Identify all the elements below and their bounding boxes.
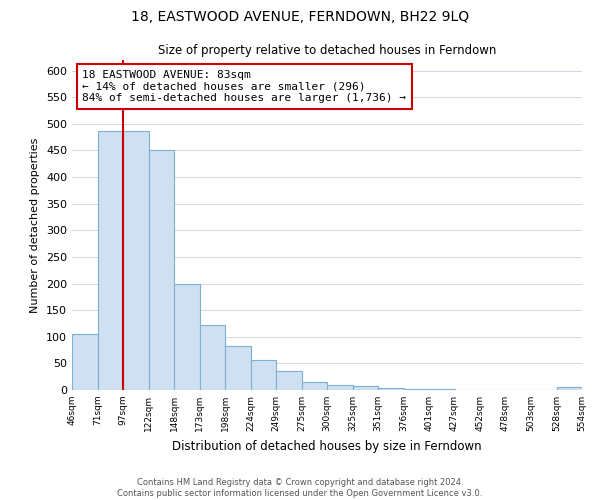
Text: Contains HM Land Registry data © Crown copyright and database right 2024.
Contai: Contains HM Land Registry data © Crown c… — [118, 478, 482, 498]
Bar — [225, 346, 251, 390]
Bar — [302, 382, 327, 390]
Bar — [123, 131, 149, 390]
Bar — [557, 388, 582, 390]
Bar — [199, 325, 225, 390]
Bar — [276, 372, 302, 390]
Text: 18, EASTWOOD AVENUE, FERNDOWN, BH22 9LQ: 18, EASTWOOD AVENUE, FERNDOWN, BH22 9LQ — [131, 10, 469, 24]
Bar — [149, 150, 174, 390]
Bar — [404, 389, 429, 390]
Bar — [72, 334, 97, 390]
Bar — [251, 360, 276, 390]
Bar — [97, 131, 123, 390]
Bar — [353, 386, 378, 390]
Title: Size of property relative to detached houses in Ferndown: Size of property relative to detached ho… — [158, 44, 496, 58]
Bar — [378, 388, 404, 390]
Bar — [174, 284, 199, 390]
Y-axis label: Number of detached properties: Number of detached properties — [31, 138, 40, 312]
Bar — [327, 384, 353, 390]
X-axis label: Distribution of detached houses by size in Ferndown: Distribution of detached houses by size … — [172, 440, 482, 452]
Text: 18 EASTWOOD AVENUE: 83sqm
← 14% of detached houses are smaller (296)
84% of semi: 18 EASTWOOD AVENUE: 83sqm ← 14% of detac… — [82, 70, 406, 103]
